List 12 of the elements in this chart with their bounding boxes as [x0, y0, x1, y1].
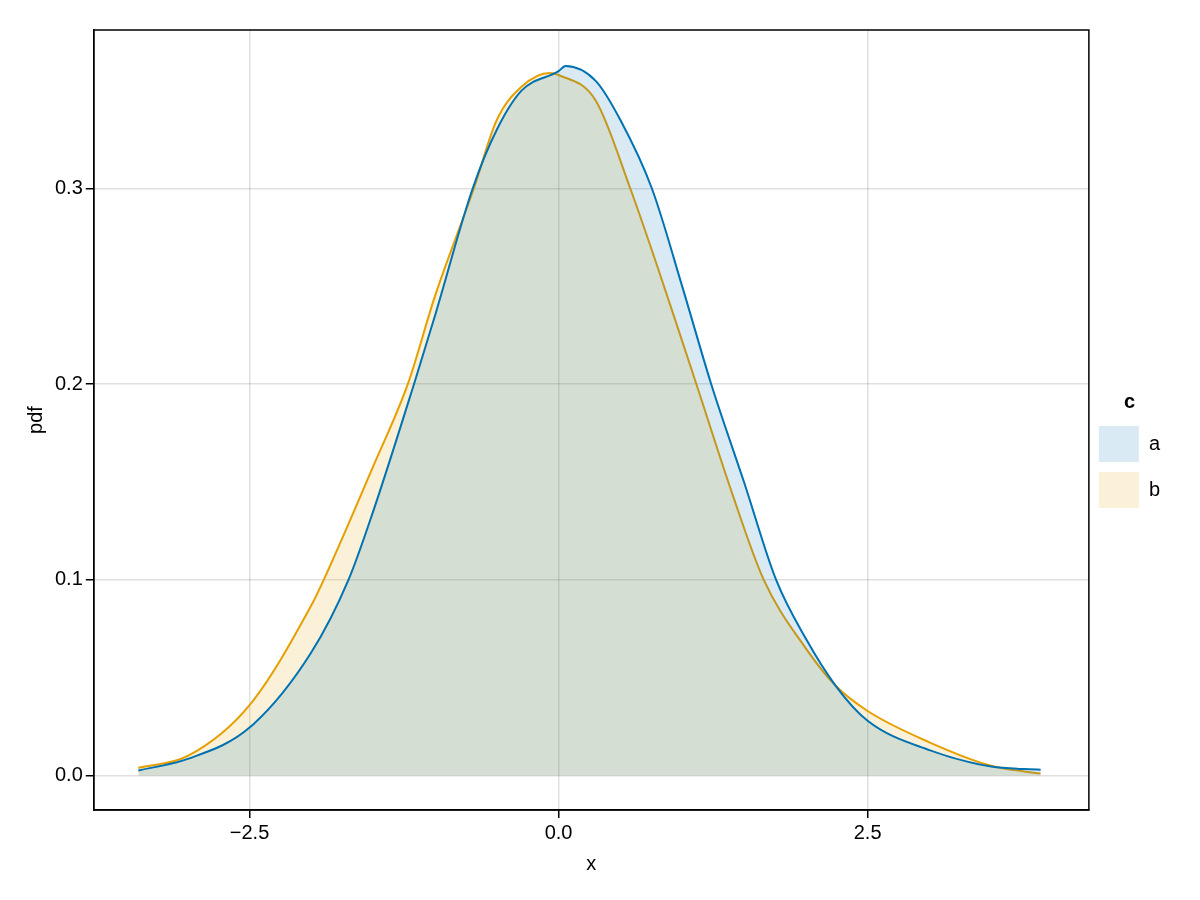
y-tick-label: 0.2 [54, 371, 83, 394]
x-axis-title: x [586, 851, 597, 874]
y-tick-label: 0.1 [54, 567, 83, 590]
legend-title: c [1123, 389, 1135, 412]
y-tick-label: 0.3 [54, 176, 83, 199]
legend-label: b [1148, 477, 1160, 500]
x-tick-label: 0.0 [544, 820, 573, 843]
legend-label: a [1148, 431, 1161, 454]
y-axis-title: pdf [23, 405, 46, 434]
x-tick-label: 2.5 [853, 820, 882, 843]
y-tick-label: 0.0 [54, 763, 83, 786]
x-tick-label: −2.5 [229, 820, 270, 843]
